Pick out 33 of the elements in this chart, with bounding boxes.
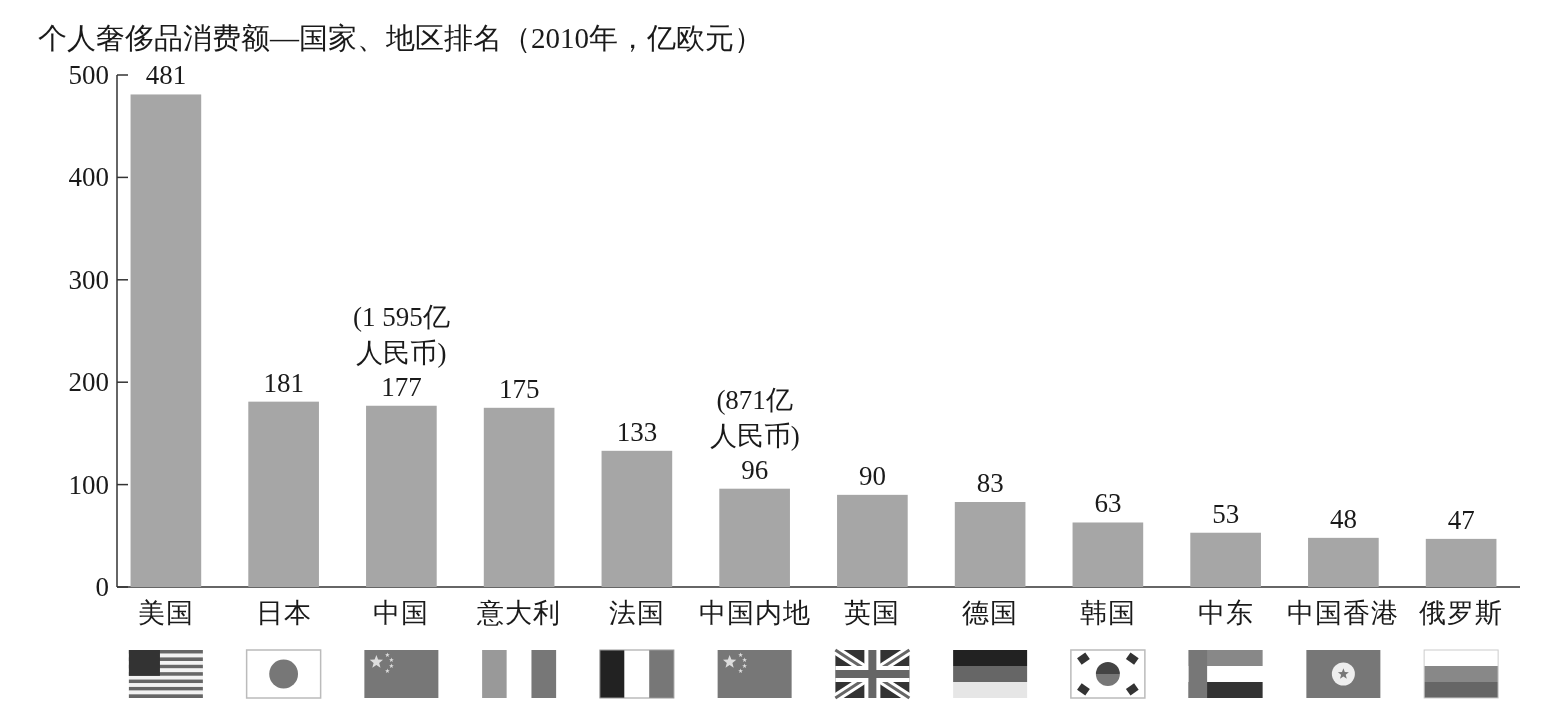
data-label: 63 bbox=[1094, 488, 1122, 519]
x-tick-label: 意大利 bbox=[476, 598, 562, 628]
data-label: 96 bbox=[741, 454, 769, 485]
title: 个人奢侈品消费额—国家、地区排名（2010年，亿欧元） bbox=[38, 22, 763, 54]
x-tick-label: 中国香港 bbox=[1287, 598, 1400, 628]
data-label: 133 bbox=[616, 416, 658, 447]
x-tick-label: 英国 bbox=[844, 598, 901, 628]
data-label: 181 bbox=[263, 367, 304, 398]
y-tick-label: 100 bbox=[68, 469, 109, 500]
data-label: 83 bbox=[976, 468, 1004, 499]
x-tick-label: 中国 bbox=[373, 598, 430, 628]
x-tick-label: 法国 bbox=[608, 598, 665, 628]
x-tick-label: 德国 bbox=[962, 598, 1019, 628]
x-tick-label: 中东 bbox=[1197, 598, 1254, 628]
data-label: 48 bbox=[1329, 503, 1357, 534]
x-tick-label: 日本 bbox=[255, 598, 312, 628]
x-tick-label: 美国 bbox=[137, 598, 194, 628]
x-tick-label: 韩国 bbox=[1079, 598, 1136, 628]
data-label: 90 bbox=[858, 460, 886, 491]
annotation: (1 595亿人民币) bbox=[353, 301, 450, 368]
data-label: 177 bbox=[381, 371, 422, 402]
y-tick-label: 300 bbox=[68, 264, 109, 295]
annotation: (871亿人民币) bbox=[709, 384, 800, 451]
y-tick-label: 200 bbox=[68, 367, 109, 398]
y-tick-label: 0 bbox=[95, 572, 109, 602]
y-tick-label: 400 bbox=[68, 162, 109, 193]
y-tick-label: 500 bbox=[68, 60, 109, 90]
data-label: 481 bbox=[145, 60, 187, 91]
data-label: 47 bbox=[1447, 504, 1475, 535]
data-label: 175 bbox=[498, 373, 540, 404]
data-label: 53 bbox=[1212, 498, 1240, 529]
x-tick-label: 中国内地 bbox=[698, 598, 811, 628]
x-tick-label: 俄罗斯 bbox=[1419, 598, 1504, 628]
